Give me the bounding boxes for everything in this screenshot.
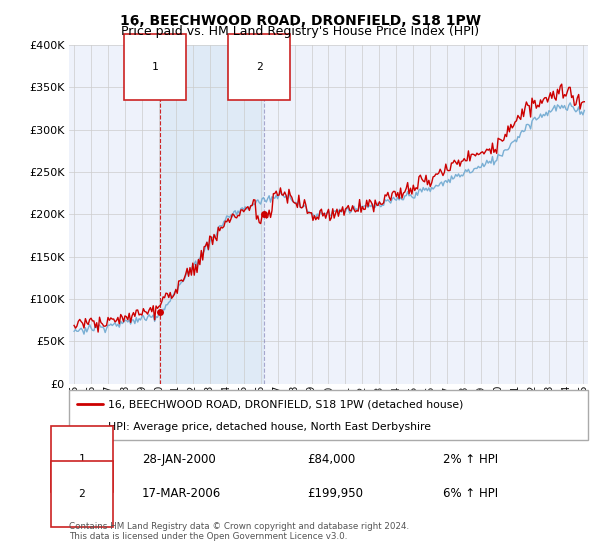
Text: 28-JAN-2000: 28-JAN-2000 <box>142 452 215 465</box>
Text: 1: 1 <box>79 454 85 464</box>
Text: 17-MAR-2006: 17-MAR-2006 <box>142 487 221 500</box>
Text: 1: 1 <box>152 62 158 72</box>
Bar <box>160 45 264 384</box>
Text: £84,000: £84,000 <box>308 452 356 465</box>
Text: 6% ↑ HPI: 6% ↑ HPI <box>443 487 498 500</box>
Text: Contains HM Land Registry data © Crown copyright and database right 2024.
This d: Contains HM Land Registry data © Crown c… <box>69 522 409 542</box>
FancyBboxPatch shape <box>69 390 588 440</box>
Text: £199,950: £199,950 <box>308 487 364 500</box>
Text: HPI: Average price, detached house, North East Derbyshire: HPI: Average price, detached house, Nort… <box>108 422 431 432</box>
Text: 2: 2 <box>256 62 263 72</box>
Text: 16, BEECHWOOD ROAD, DRONFIELD, S18 1PW (detached house): 16, BEECHWOOD ROAD, DRONFIELD, S18 1PW (… <box>108 399 463 409</box>
Text: Price paid vs. HM Land Registry's House Price Index (HPI): Price paid vs. HM Land Registry's House … <box>121 25 479 38</box>
Text: 16, BEECHWOOD ROAD, DRONFIELD, S18 1PW: 16, BEECHWOOD ROAD, DRONFIELD, S18 1PW <box>119 14 481 28</box>
Text: 2: 2 <box>79 489 85 499</box>
Text: 2% ↑ HPI: 2% ↑ HPI <box>443 452 498 465</box>
